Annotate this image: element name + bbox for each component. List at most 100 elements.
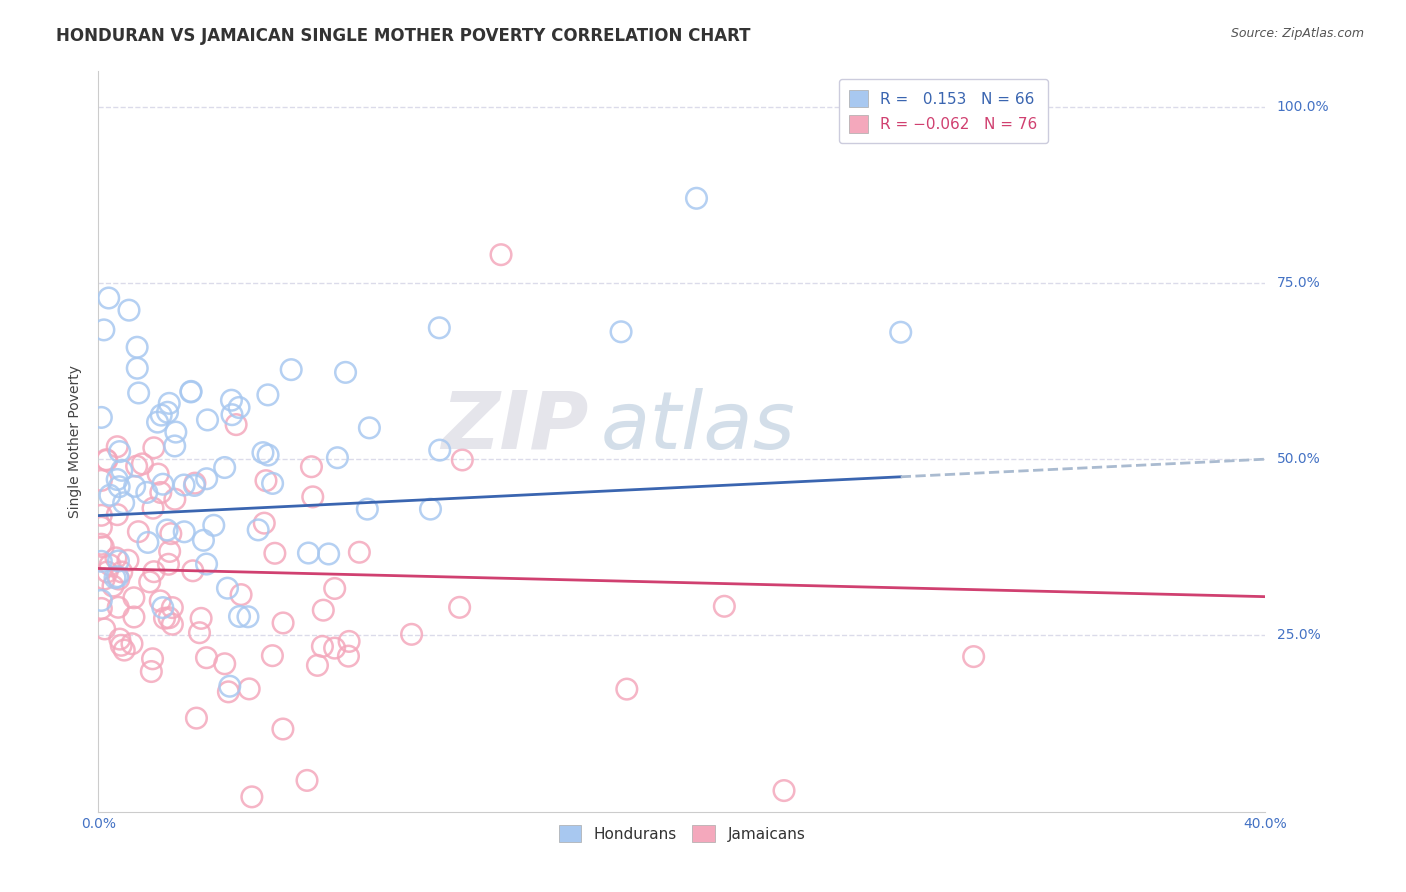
Point [163,439,186,453]
Point [117,553,139,567]
Point [427,321,450,335]
Point [156,405,179,419]
Point [107,570,129,584]
Point [141,652,163,666]
Point [253,516,276,530]
Point [238,681,260,696]
Point [337,649,360,664]
Point [108,632,131,646]
Point [214,657,236,671]
Point [685,191,707,205]
Point [429,443,451,458]
Point [142,441,165,455]
Point [96,452,118,467]
Point [146,415,169,429]
Point [135,485,157,500]
Point [112,496,135,510]
Point [112,643,135,657]
Point [401,627,423,641]
Point [193,533,215,548]
Point [181,564,204,578]
Point [162,600,184,615]
Point [280,362,302,376]
Point [451,453,474,467]
Point [962,649,984,664]
Point [323,641,346,656]
Point [149,594,172,608]
Point [228,401,250,415]
Point [127,524,149,539]
Point [142,565,165,579]
Point [610,325,633,339]
Point [307,658,329,673]
Point [110,638,132,652]
Point [297,546,319,560]
Point [90,601,112,615]
Point [91,540,114,554]
Point [122,610,145,624]
Point [301,490,323,504]
Point [195,650,218,665]
Point [150,408,173,422]
Point [271,615,294,630]
Point [111,565,134,579]
Point [247,523,270,537]
Point [111,463,134,477]
Point [93,572,115,586]
Point [108,480,131,494]
Text: atlas: atlas [600,388,794,466]
Point [101,579,124,593]
Point [98,488,121,502]
Point [105,440,128,454]
Point [96,565,118,579]
Point [104,550,127,565]
Point [156,523,179,537]
Point [188,625,211,640]
Point [773,783,796,797]
Point [157,611,180,625]
Point [225,417,247,432]
Point [218,679,240,693]
Point [90,508,112,523]
Point [197,413,219,427]
Point [104,571,127,585]
Point [254,474,277,488]
Point [149,485,172,500]
Point [326,450,349,465]
Point [173,478,195,492]
Point [229,588,252,602]
Point [107,600,129,615]
Point [138,574,160,589]
Point [142,501,165,516]
Point [93,622,115,636]
Point [217,685,239,699]
Point [228,609,250,624]
Point [163,492,186,507]
Point [489,248,512,262]
Point [152,600,174,615]
Point [131,457,153,471]
Text: ZIP: ZIP [441,388,589,466]
Point [356,502,378,516]
Point [318,547,340,561]
Legend: Hondurans, Jamaicans: Hondurans, Jamaicans [553,819,811,848]
Point [121,637,143,651]
Point [157,396,180,410]
Point [107,554,129,568]
Point [221,393,243,408]
Point [616,682,638,697]
Point [105,508,128,522]
Point [240,789,263,804]
Point [419,502,441,516]
Text: 75.0%: 75.0% [1277,276,1320,290]
Point [90,554,112,568]
Point [257,448,280,462]
Point [90,537,112,551]
Point [180,384,202,399]
Point [93,323,115,337]
Point [96,453,118,467]
Point [90,520,112,534]
Point [263,546,285,560]
Point [90,593,112,607]
Point [890,325,912,339]
